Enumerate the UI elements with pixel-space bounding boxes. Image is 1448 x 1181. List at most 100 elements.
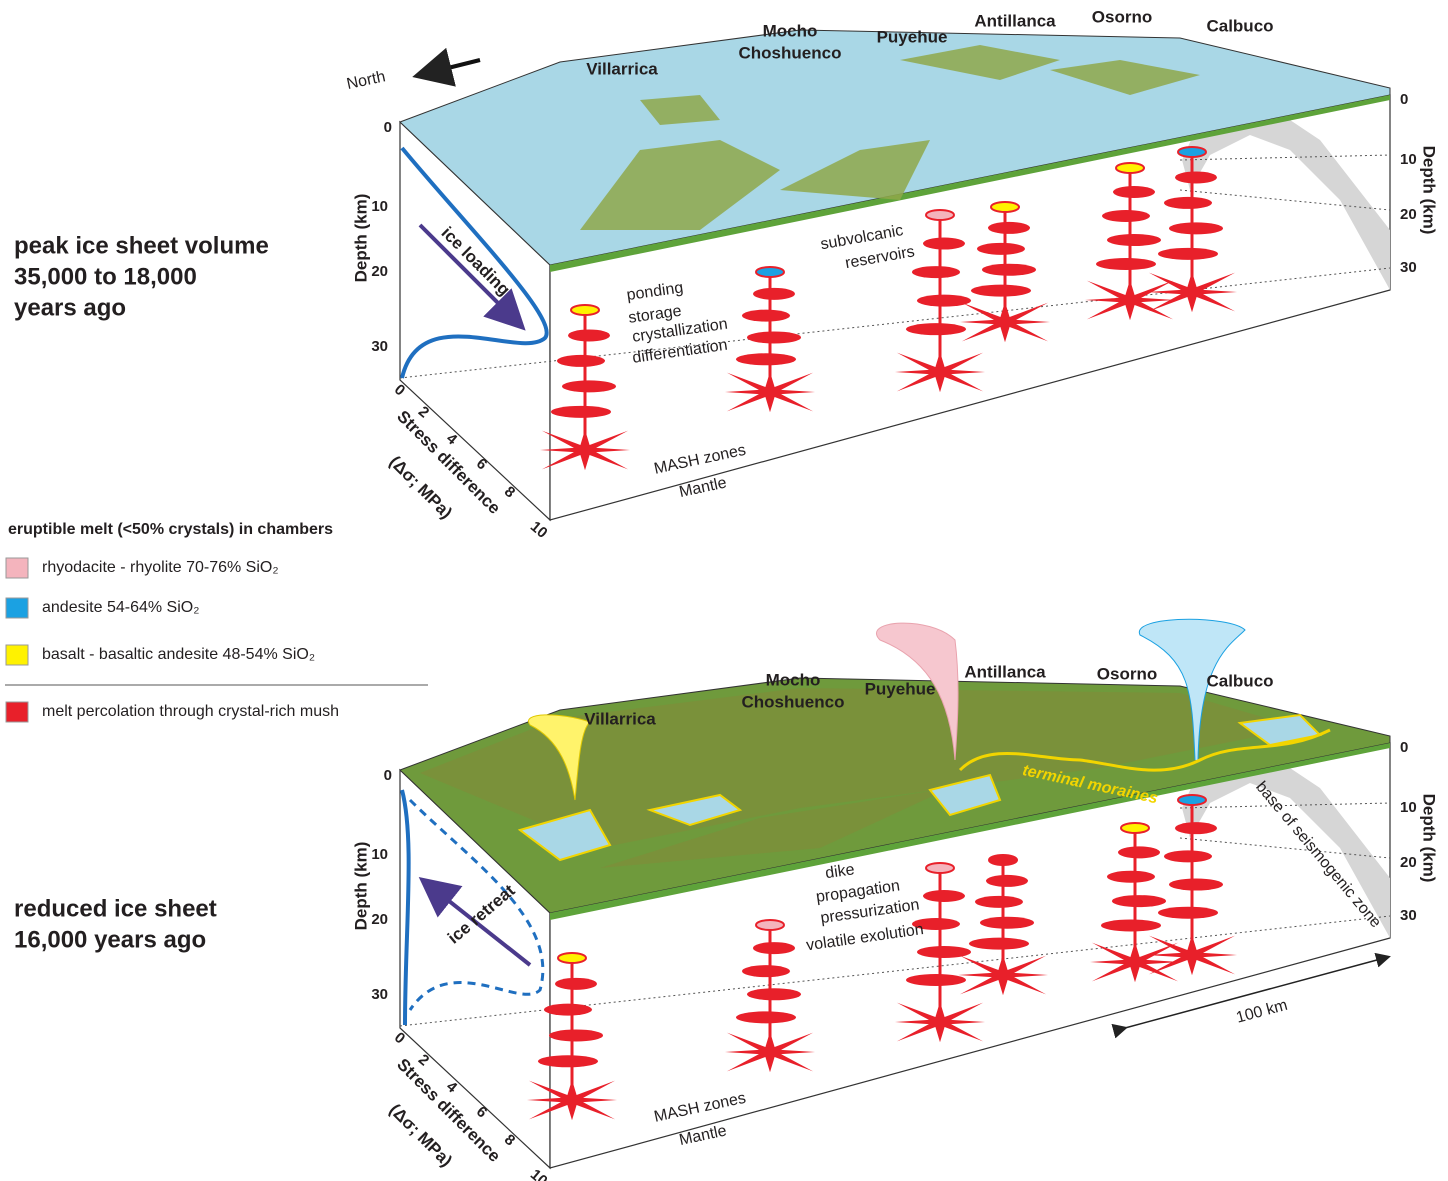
volcano-name: Osorno bbox=[1092, 7, 1152, 26]
legend-swatch bbox=[6, 558, 28, 578]
volcano-name: Villarrica bbox=[584, 709, 656, 728]
north-label: North bbox=[345, 68, 387, 93]
y-tick-label: 10 bbox=[1400, 151, 1417, 168]
mush-lens bbox=[736, 1011, 796, 1023]
mush-lens bbox=[1164, 197, 1212, 209]
x-tick-label: 6 bbox=[473, 1103, 490, 1121]
axis-title: Depth (km) bbox=[351, 842, 370, 931]
mush-lens bbox=[1175, 171, 1217, 183]
mash-zone bbox=[1147, 272, 1237, 313]
annotation: 100 km bbox=[1234, 997, 1289, 1027]
volcano-name: Calbuco bbox=[1206, 16, 1273, 35]
mush-lens bbox=[544, 1004, 592, 1016]
volcano-name: Antillanca bbox=[974, 11, 1056, 30]
mush-lens bbox=[562, 380, 616, 392]
mush-lens bbox=[975, 896, 1023, 908]
mash-zone bbox=[1085, 280, 1175, 321]
diagram: peak ice sheet volume 35,000 to 18,000 yea… bbox=[0, 0, 1448, 1181]
mash-zone bbox=[725, 1032, 815, 1073]
volcano-name: Calbuco bbox=[1206, 671, 1273, 690]
y-tick-label: 0 bbox=[1400, 91, 1408, 108]
x-tick-label: 10 bbox=[527, 1166, 551, 1181]
mush-lens bbox=[1101, 919, 1161, 931]
chamber bbox=[1121, 823, 1149, 833]
mush-lens bbox=[923, 238, 965, 250]
volcano-name: Choshuenco bbox=[742, 692, 845, 711]
volcano-name: Puyehue bbox=[865, 679, 936, 698]
mush-lens bbox=[1107, 871, 1155, 883]
y-tick-label: 0 bbox=[384, 119, 392, 136]
mush-lens bbox=[1118, 846, 1160, 858]
mush-lens bbox=[1169, 879, 1223, 891]
mash-zone bbox=[725, 372, 815, 413]
chamber bbox=[989, 855, 1017, 865]
mash-zone bbox=[958, 955, 1048, 996]
legend-swatch bbox=[6, 645, 28, 665]
mush-lens bbox=[982, 264, 1036, 276]
mush-lens bbox=[555, 978, 597, 990]
volcano-name: Choshuenco bbox=[739, 43, 842, 62]
mush-lens bbox=[906, 323, 966, 335]
y-tick-label: 20 bbox=[1400, 206, 1417, 223]
y-tick-label: 30 bbox=[1400, 907, 1417, 924]
period-label: years ago bbox=[14, 294, 126, 321]
y-tick-label: 30 bbox=[371, 986, 388, 1003]
mush-lens bbox=[988, 222, 1030, 234]
mush-lens bbox=[538, 1055, 598, 1067]
mash-zone bbox=[1147, 935, 1237, 976]
mush-lens bbox=[923, 890, 965, 902]
y-tick-label: 30 bbox=[1400, 259, 1417, 276]
mush-lens bbox=[753, 942, 795, 954]
mush-lens bbox=[971, 285, 1031, 297]
x-tick-label: 10 bbox=[527, 518, 551, 542]
mush-lens bbox=[912, 266, 960, 278]
period-label: peak ice sheet volume bbox=[14, 232, 269, 259]
mush-lens bbox=[1102, 210, 1150, 222]
y-tick-label: 0 bbox=[1400, 739, 1408, 756]
y-tick-label: 10 bbox=[371, 846, 388, 863]
mush-lens bbox=[549, 1029, 603, 1041]
chamber bbox=[1178, 147, 1206, 157]
volcano-name: Mocho bbox=[766, 670, 821, 689]
y-tick-label: 20 bbox=[1400, 854, 1417, 871]
mush-lens bbox=[1113, 186, 1155, 198]
period-label: 35,000 to 18,000 bbox=[14, 263, 197, 290]
y-tick-label: 10 bbox=[371, 198, 388, 215]
legend-label: basalt - basaltic andesite 48-54% SiO₂ bbox=[42, 646, 315, 663]
mush-lens bbox=[747, 331, 801, 343]
mash-zone bbox=[895, 1002, 985, 1043]
mush-lens bbox=[917, 295, 971, 307]
mush-lens bbox=[753, 288, 795, 300]
mush-lens bbox=[1175, 822, 1217, 834]
mush-lens bbox=[551, 406, 611, 418]
mush-lens bbox=[917, 946, 971, 958]
legend-swatch bbox=[6, 702, 28, 722]
mush-lens bbox=[986, 875, 1028, 887]
north-arrow bbox=[420, 60, 480, 75]
mash-zone bbox=[1090, 942, 1180, 983]
y-tick-label: 30 bbox=[371, 338, 388, 355]
legend-label: melt percolation through crystal-rich mu… bbox=[42, 703, 339, 720]
y-tick-label: 10 bbox=[1400, 799, 1417, 816]
chamber bbox=[1178, 795, 1206, 805]
mush-lens bbox=[557, 355, 605, 367]
x-tick-label: 0 bbox=[391, 1029, 408, 1047]
legend-label: rhyodacite - rhyolite 70-76% SiO₂ bbox=[42, 559, 279, 576]
legend-title: eruptible melt (<50% crystals) in chambe… bbox=[8, 521, 333, 538]
mash-zone bbox=[527, 1080, 617, 1121]
x-tick-label: 6 bbox=[473, 455, 490, 473]
period-label: reduced ice sheet bbox=[14, 895, 217, 922]
axis-title: Depth (km) bbox=[1420, 794, 1439, 883]
axis-title: Depth (km) bbox=[351, 194, 370, 283]
mush-lens bbox=[742, 310, 790, 322]
mush-lens bbox=[980, 917, 1034, 929]
mash-zone bbox=[540, 430, 630, 471]
x-tick-label: 0 bbox=[391, 381, 408, 399]
y-tick-label: 20 bbox=[371, 263, 388, 280]
y-tick-label: 0 bbox=[384, 767, 392, 784]
mush-lens bbox=[969, 938, 1029, 950]
legend-label: andesite 54-64% SiO₂ bbox=[42, 599, 199, 616]
legend-swatch bbox=[6, 598, 28, 618]
mush-lens bbox=[1158, 907, 1218, 919]
chamber bbox=[1116, 163, 1144, 173]
